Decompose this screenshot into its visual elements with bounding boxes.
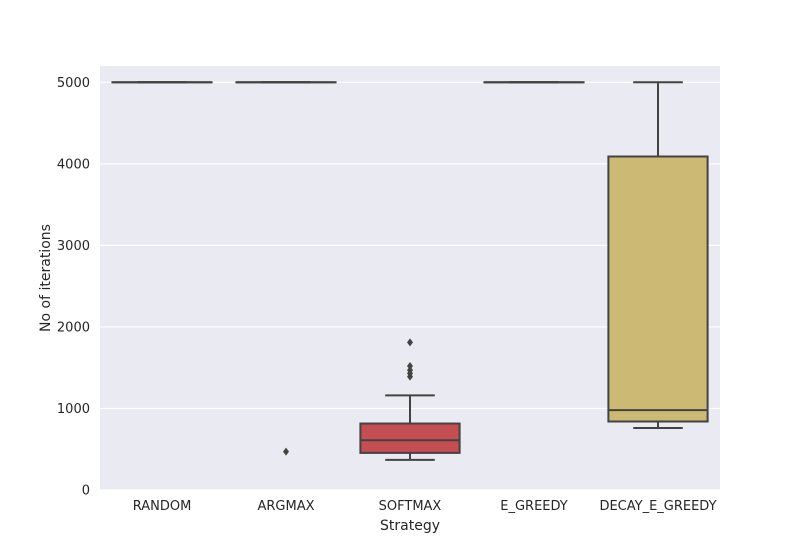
y-tick-labels: 0 1000 2000 3000 4000 5000 xyxy=(57,76,90,499)
x-tick-label: E_GREEDY xyxy=(500,499,568,514)
iqr-box xyxy=(607,155,709,423)
outlier-point xyxy=(407,366,413,375)
x-tick-label: DECAY_E_GREEDY xyxy=(599,499,716,514)
y-tick-label: 5000 xyxy=(57,76,90,91)
y-tick-label: 1000 xyxy=(57,402,90,417)
x-axis-title: Strategy xyxy=(380,518,440,534)
x-tick-label: SOFTMAX xyxy=(379,499,442,514)
outlier-point xyxy=(407,338,413,347)
outlier-point xyxy=(407,362,413,371)
outlier-point xyxy=(283,447,289,456)
boxes xyxy=(111,81,709,461)
x-tick-label: ARGMAX xyxy=(257,499,314,514)
y-tick-label: 4000 xyxy=(57,157,90,172)
x-tick-label: RANDOM xyxy=(133,499,192,514)
iqr-box xyxy=(359,422,461,454)
box-decay-e-greedy xyxy=(607,81,709,430)
y-tick-label: 0 xyxy=(82,484,90,499)
box-softmax xyxy=(359,338,461,461)
y-axis-title: No of iterations xyxy=(38,224,54,332)
y-tick-label: 2000 xyxy=(57,320,90,335)
x-tick-labels: RANDOM ARGMAX SOFTMAX E_GREEDY DECAY_E_GREED… xyxy=(133,499,717,514)
y-tick-label: 3000 xyxy=(57,239,90,254)
box-argmax xyxy=(235,81,337,456)
